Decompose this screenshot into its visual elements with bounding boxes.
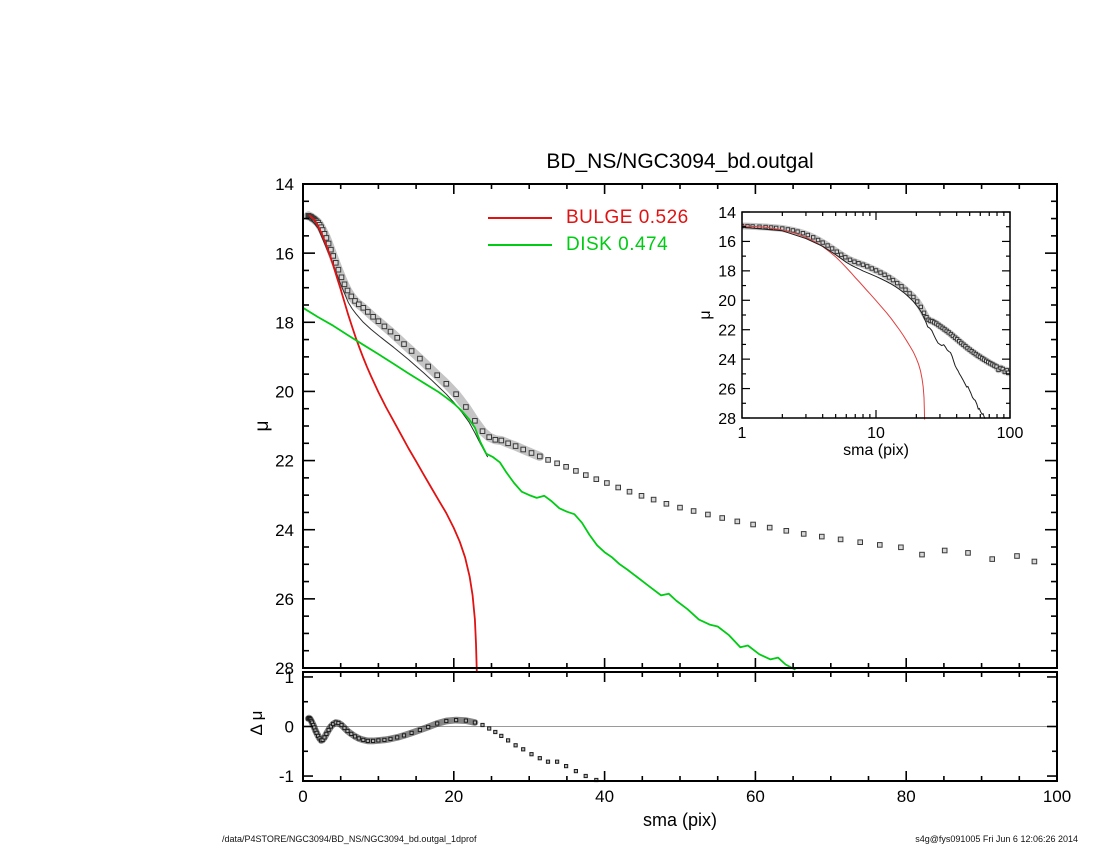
main-tick-label: 20 xyxy=(275,383,294,402)
inset-panel: 1 10 100 14 16 18 20 22 24 26 28 xyxy=(718,205,1023,442)
footer-file-path: /data/P4STORE/NGC3094/BD_NS/NGC3094_bd.o… xyxy=(222,834,477,844)
main-panel: 14 16 18 20 22 24 26 28 xyxy=(275,175,1058,678)
main-tick-label: 18 xyxy=(275,313,294,332)
main-disk-curve xyxy=(302,307,796,671)
inset-tick-label: 14 xyxy=(718,205,736,222)
residual-tick-label: 1 xyxy=(285,668,294,687)
inset-tick-label: 28 xyxy=(718,411,736,428)
residual-tick-label: 20 xyxy=(444,787,463,806)
legend-row-disk: DISK 0.474 xyxy=(488,231,689,258)
inset-bulge-curve xyxy=(741,225,926,420)
inset-axes-box xyxy=(741,211,1011,419)
residual-residual-markers xyxy=(306,716,599,783)
inset-x-axis-label: sma (pix) xyxy=(843,442,909,459)
inset-y-axis-label: μ xyxy=(697,310,714,320)
inset-ticks xyxy=(741,211,1011,419)
residual-ticks xyxy=(302,672,1058,781)
main-bulge-curve xyxy=(308,214,478,671)
main-tick-label: 22 xyxy=(275,452,294,471)
residual-tick-label: -1 xyxy=(279,767,294,786)
inset-tick-label: 20 xyxy=(718,293,736,310)
disk-line-swatch xyxy=(488,243,552,246)
residual-y-axis-label: Δ μ xyxy=(247,710,266,736)
inset-tick-label: 10 xyxy=(867,425,885,442)
main-tick-label: 24 xyxy=(275,521,294,540)
inset-tick-label: 100 xyxy=(997,425,1024,442)
residual-tick-label: 80 xyxy=(897,787,916,806)
inset-profile-density-halo xyxy=(741,222,1011,377)
x-axis-label: sma (pix) xyxy=(642,810,717,830)
inset-tick-label: 16 xyxy=(718,234,736,251)
residual-tick-label: 0 xyxy=(285,718,294,737)
main-tick-label: 14 xyxy=(275,175,294,194)
main-ticks xyxy=(302,183,1058,669)
inset-tick-label: 22 xyxy=(718,322,736,339)
residual-tick-label: 100 xyxy=(1043,787,1071,806)
disk-legend-label: DISK 0.474 xyxy=(566,233,669,255)
bulge-line-swatch xyxy=(488,216,552,219)
residual-tick-label: 0 xyxy=(298,787,307,806)
inset-tick-label: 1 xyxy=(738,425,747,442)
bulge-legend-label: BULGE 0.526 xyxy=(566,206,689,228)
main-tick-label: 26 xyxy=(275,590,294,609)
inset-profile-markers xyxy=(741,223,1011,375)
inset-tick-label: 26 xyxy=(718,381,736,398)
footer-user-timestamp: s4g@fys091005 Fri Jun 6 12:06:26 2014 xyxy=(915,834,1078,844)
inset-tick-label: 18 xyxy=(718,264,736,281)
inset-model_total-curve xyxy=(741,226,986,419)
main-tick-label: 16 xyxy=(275,244,294,263)
residual-tick-label: 60 xyxy=(746,787,765,806)
residual-tick-label: 40 xyxy=(595,787,614,806)
main-tick-label: 28 xyxy=(275,659,294,678)
plot-title: BD_NS/NGC3094_bd.outgal xyxy=(546,150,814,173)
main-y-axis-label: μ xyxy=(252,420,273,432)
inset-tick-label: 24 xyxy=(718,352,736,369)
legend-row-bulge: BULGE 0.526 xyxy=(488,204,689,231)
legend: BULGE 0.526 DISK 0.474 xyxy=(488,204,689,258)
main-profile-markers xyxy=(305,213,1038,565)
